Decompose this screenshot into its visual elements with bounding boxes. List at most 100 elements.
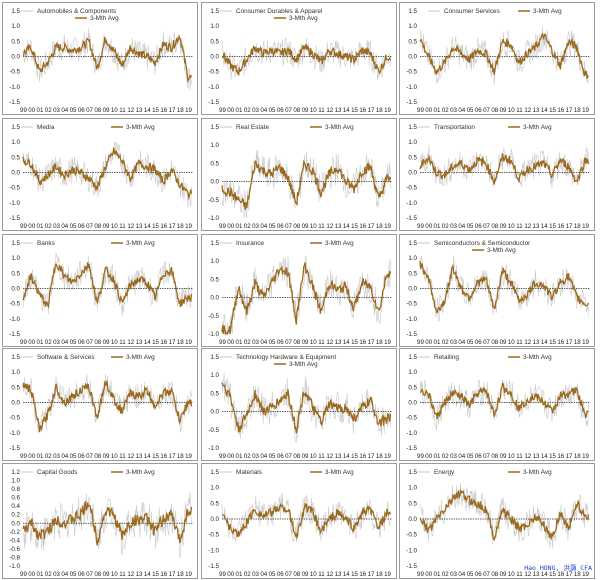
- chart-title: Consumer Durables & Apparel: [236, 8, 322, 15]
- y-tick-label: -0.5: [406, 532, 417, 539]
- y-tick-label: -0.5: [406, 301, 417, 308]
- x-tick-label: 16: [160, 223, 167, 230]
- x-tick-label: 06: [277, 571, 284, 578]
- x-tick-label: 04: [61, 107, 68, 114]
- x-tick-label: 06: [78, 339, 85, 346]
- y-tick-label: -0.5: [9, 301, 20, 308]
- y-tick-label: 1.0: [210, 142, 219, 149]
- x-tick-label: 13: [136, 571, 143, 578]
- raw-series-line: [22, 491, 192, 559]
- x-tick-label: 12: [326, 453, 333, 460]
- x-tick-label: 11: [516, 453, 523, 460]
- x-tick-label: 09: [302, 339, 309, 346]
- x-tick-label: 00: [425, 107, 432, 114]
- x-tick-label: 09: [302, 107, 309, 114]
- x-tick-label: 01: [37, 571, 44, 578]
- y-tick-label: 1.0: [408, 23, 417, 30]
- x-tick-label: 07: [86, 107, 93, 114]
- y-tick-label: 1.0: [210, 485, 219, 492]
- chart-title: Software & Services: [37, 354, 95, 361]
- x-tick-label: 16: [557, 107, 564, 114]
- x-tick-label: 18: [574, 453, 581, 460]
- x-tick-label: 17: [566, 339, 573, 346]
- y-tick-label: 0.5: [11, 154, 20, 161]
- avg-series-line: [22, 262, 193, 309]
- x-tick-label: 03: [53, 571, 60, 578]
- x-tick-label: 19: [185, 571, 192, 578]
- x-tick-label: 05: [467, 223, 474, 230]
- y-tick-label: 1.0: [11, 369, 20, 376]
- x-tick-label: 06: [475, 571, 482, 578]
- legend-avg-label: 3-Mth Avg: [289, 361, 318, 368]
- x-tick-label: 03: [53, 223, 60, 230]
- y-tick-label: 0.5: [408, 500, 417, 507]
- x-tick-label: 11: [516, 339, 523, 346]
- x-tick-label: 99: [417, 339, 424, 346]
- chart-title: Real Estate: [236, 124, 269, 131]
- y-tick-label: 1.0: [408, 255, 417, 262]
- x-tick-label: 10: [310, 107, 317, 114]
- x-tick-label: 12: [127, 223, 134, 230]
- x-tick-label: 11: [516, 223, 523, 230]
- y-tick-label: -1.5: [9, 331, 20, 338]
- x-tick-label: 15: [351, 453, 358, 460]
- x-tick-label: 06: [78, 107, 85, 114]
- x-tick-label: 18: [177, 339, 184, 346]
- x-tick-label: 14: [144, 453, 151, 460]
- chart-panel: 1.5 1.0 0.5 0.0 -0.5 -1.0 -1.5 99 00 01 02 03 04 05 06…: [2, 118, 198, 231]
- x-tick-label: 15: [351, 107, 358, 114]
- x-tick-label: 00: [425, 453, 432, 460]
- x-tick-label: 17: [368, 571, 375, 578]
- y-tick-label: -0.5: [9, 185, 20, 192]
- chart-title: Consumer Services: [444, 8, 500, 15]
- avg-series-line: [22, 501, 193, 546]
- x-tick-label: 06: [475, 107, 482, 114]
- x-tick-label: 14: [343, 339, 350, 346]
- x-tick-label: 08: [94, 107, 101, 114]
- x-tick-label: 12: [524, 107, 531, 114]
- x-tick-label: 16: [359, 107, 366, 114]
- x-tick-label: 01: [236, 107, 243, 114]
- x-tick-label: 13: [335, 571, 342, 578]
- chart-title: Capital Goods: [37, 469, 78, 476]
- legend-avg-label: 3-Mth Avg: [523, 124, 552, 131]
- x-tick-label: 18: [177, 571, 184, 578]
- x-tick-label: 17: [169, 223, 176, 230]
- avg-series-line: [22, 34, 193, 84]
- x-tick-label: 16: [359, 571, 366, 578]
- x-tick-label: 02: [244, 339, 251, 346]
- x-tick-label: 00: [227, 223, 234, 230]
- legend-avg-label: 3-Mth Avg: [523, 354, 552, 361]
- x-tick-label: 00: [425, 339, 432, 346]
- x-tick-label: 15: [152, 571, 159, 578]
- x-tick-label: 01: [236, 223, 243, 230]
- x-tick-label: 13: [533, 107, 540, 114]
- x-tick-label: 02: [45, 107, 52, 114]
- x-tick-label: 09: [500, 107, 507, 114]
- x-tick-label: 19: [384, 223, 391, 230]
- x-tick-label: 08: [94, 571, 101, 578]
- x-tick-label: 13: [136, 339, 143, 346]
- x-tick-label: 14: [144, 107, 151, 114]
- x-tick-label: 03: [252, 571, 259, 578]
- x-tick-label: 99: [20, 571, 27, 578]
- chart-svg: 1.5 1.0 0.5 0.0 -0.5 -1.0 -1.599 00 01 02 03 04 05 06…: [9, 240, 193, 346]
- chart-title: Retailing: [434, 354, 459, 361]
- y-tick-label: 1.5: [408, 8, 417, 15]
- x-tick-label: 99: [219, 223, 226, 230]
- chart-title: Energy: [434, 469, 455, 476]
- x-tick-label: 16: [557, 339, 564, 346]
- y-tick-label: 1.5: [210, 124, 219, 131]
- x-tick-label: 19: [582, 107, 589, 114]
- x-tick-label: 17: [566, 223, 573, 230]
- x-tick-label: 99: [219, 339, 226, 346]
- avg-series-line: [419, 261, 590, 314]
- y-tick-label: -1.0: [406, 547, 417, 554]
- y-tick-label: 0.5: [210, 500, 219, 507]
- x-tick-label: 04: [61, 453, 68, 460]
- x-tick-label: 01: [434, 107, 441, 114]
- y-tick-label: 0.0: [408, 286, 417, 293]
- x-tick-label: 00: [227, 339, 234, 346]
- chart-panel: 1.5 1.0 0.5 0.0 -0.5 -1.0 -1.5 99 00 01 02 03 04 05 06…: [399, 2, 595, 115]
- y-tick-label: 0.8: [11, 486, 20, 493]
